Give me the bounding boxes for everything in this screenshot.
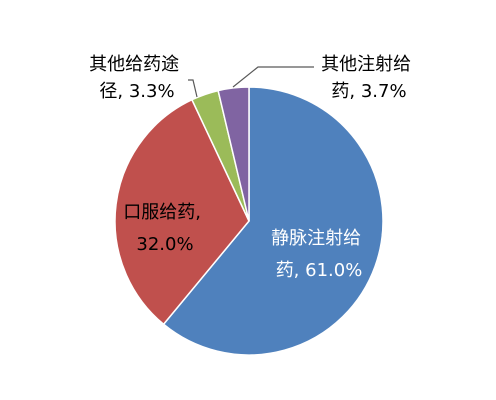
leader-lines <box>188 66 314 98</box>
pie-slice-other-injection <box>217 86 250 222</box>
data-labels: 静脉注射给 药, 61.0% 口服给药, 32.0% 其他给药途 径, 3.3%… <box>89 54 417 281</box>
pie-slices <box>114 86 384 356</box>
pie-slice-oral <box>114 98 250 326</box>
leader-line-other-injection <box>232 66 314 88</box>
data-label-other-routes: 其他给药途 径, 3.3% <box>89 54 185 102</box>
data-label-iv-injection: 静脉注射给 药, 61.0% <box>271 228 367 281</box>
pie-slice-iv-injection <box>162 86 384 356</box>
leader-line-other-routes <box>188 79 198 98</box>
data-label-oral: 口服给药, 32.0% <box>123 202 206 255</box>
data-label-other-injection: 其他注射给 药, 3.7% <box>321 54 417 102</box>
